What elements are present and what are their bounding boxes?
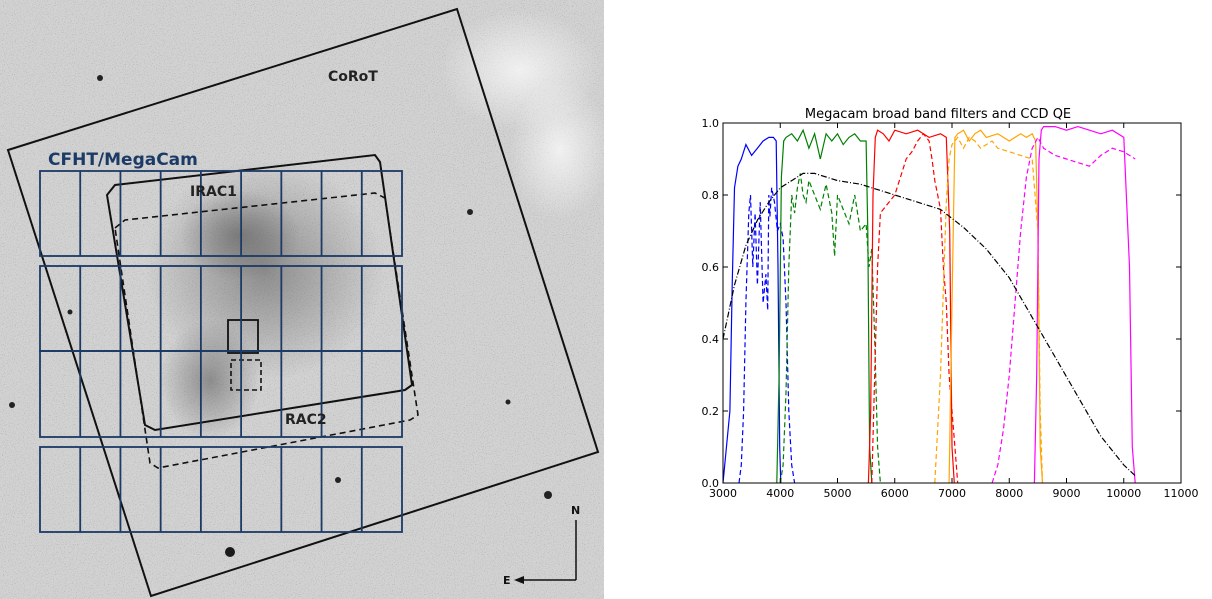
x-tick-label: 6000 <box>881 487 909 500</box>
x-tick-label: 10000 <box>1106 487 1141 500</box>
compass-e-label: E <box>503 574 511 587</box>
y-tick-label: 1.0 <box>702 117 720 130</box>
star <box>505 399 511 405</box>
x-tick-label: 11000 <box>1164 487 1199 500</box>
plot-area: 3000 4000 5000 6000 7000 8000 9000 10000 11000 0.… <box>702 117 1199 500</box>
x-tick-label: 7000 <box>938 487 966 500</box>
small-solid-box <box>227 319 259 354</box>
small-dashed-box <box>230 359 262 391</box>
nebula-dark-3 <box>160 320 260 440</box>
megacam-label: CFHT/MegaCam <box>48 150 198 170</box>
arrowhead-icon <box>514 576 524 584</box>
x-tick-label: 5000 <box>824 487 852 500</box>
megacam-row <box>39 170 403 257</box>
megacam-ccd-grid <box>39 170 403 533</box>
x-tick-label: 4000 <box>766 487 794 500</box>
series-line-0 <box>722 136 782 484</box>
y-tick-label: 0.4 <box>702 333 720 346</box>
star <box>335 477 341 483</box>
filter-chart: Megacam broad band filters and CCD QE 30… <box>702 107 1199 500</box>
y-tick-label: 0.2 <box>702 405 720 418</box>
y-tick-label: 0.8 <box>702 189 720 202</box>
y-tick-label: 0.0 <box>702 477 720 490</box>
series-line-5 <box>871 132 959 484</box>
star <box>225 547 235 557</box>
series-line-9 <box>991 136 1136 484</box>
irac2-footprint <box>114 192 419 469</box>
star <box>97 75 103 81</box>
series-line-2 <box>776 128 873 484</box>
x-tick-label: 3000 <box>709 487 737 500</box>
series-line-4 <box>867 129 955 484</box>
series-line-8 <box>1033 125 1136 484</box>
compass-n-label: N <box>571 504 580 517</box>
megacam-row <box>39 446 403 533</box>
sky-footprint-image: CoRoT CFHT/MegaCam IRAC1 RAC2 N E <box>0 0 604 599</box>
star <box>67 309 73 315</box>
star <box>9 402 15 408</box>
chart-title: Megacam broad band filters and CCD QE <box>805 107 1071 122</box>
nebula-dark-2 <box>180 190 300 280</box>
series-line-1 <box>738 187 796 484</box>
irac1-label: IRAC1 <box>190 184 237 200</box>
series-line-7 <box>934 136 1044 484</box>
series-line-3 <box>779 173 881 484</box>
x-tick-label: 8000 <box>995 487 1023 500</box>
star <box>467 209 473 215</box>
series-line-6 <box>948 129 1044 484</box>
y-tick-label: 0.6 <box>702 261 720 274</box>
corot-label: CoRoT <box>328 69 378 85</box>
series-line-10 <box>722 172 1136 477</box>
star <box>544 491 552 499</box>
nebula-bright-2 <box>510 80 604 220</box>
irac2-label: RAC2 <box>285 412 327 428</box>
x-tick-label: 9000 <box>1053 487 1081 500</box>
megacam-row <box>39 350 403 438</box>
